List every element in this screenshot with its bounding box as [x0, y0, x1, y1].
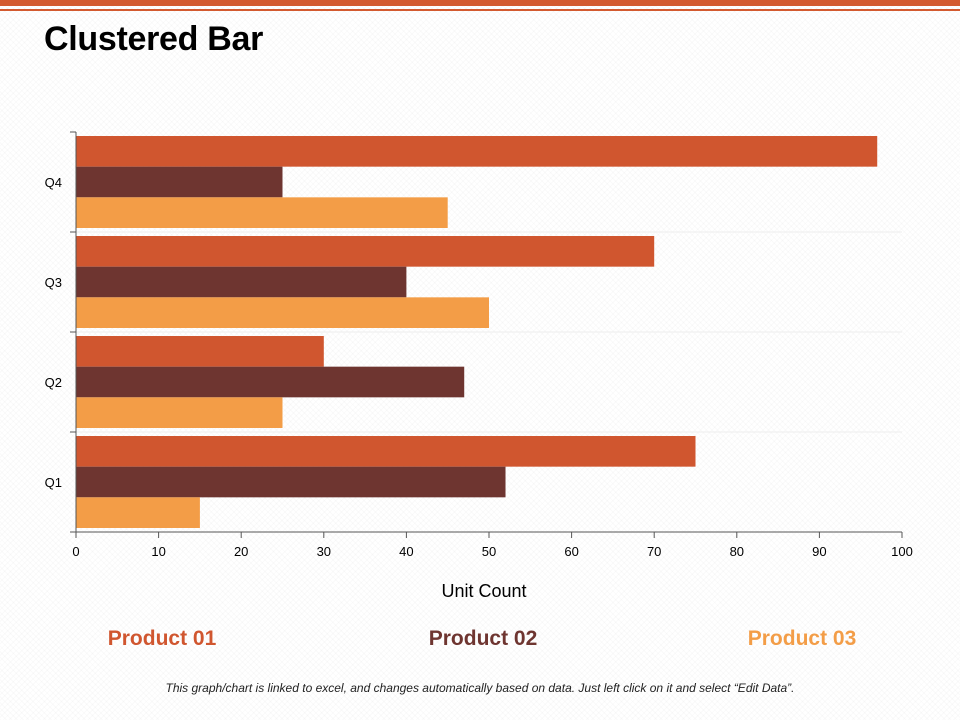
x-tick-label: 90 [812, 544, 826, 559]
x-tick-label: 20 [234, 544, 248, 559]
footnote: This graph/chart is linked to excel, and… [165, 681, 795, 695]
bar-product-02-q4 [76, 166, 283, 198]
x-tick-label: 30 [317, 544, 331, 559]
page-title: Clustered Bar [44, 20, 264, 58]
bar-product-03-q1 [76, 497, 200, 528]
top-accent-bar [0, 0, 960, 6]
bar-product-01-q2 [76, 336, 324, 367]
bar-product-03-q4 [76, 197, 448, 228]
top-accent-line [0, 9, 960, 11]
x-tick-label: 80 [730, 544, 744, 559]
x-tick-label: 40 [399, 544, 413, 559]
bar-product-02-q3 [76, 266, 407, 298]
x-tick-label: 70 [647, 544, 661, 559]
legend-product-02: Product 02 [428, 627, 538, 650]
x-tick-label: 10 [151, 544, 165, 559]
x-axis-label: Unit Count [441, 581, 527, 601]
x-tick-label: 0 [72, 544, 79, 559]
y-tick-label: Q1 [45, 475, 62, 490]
bar-product-02-q1 [76, 466, 506, 498]
x-tick-label: 60 [564, 544, 578, 559]
y-tick-label: Q4 [45, 175, 62, 190]
x-tick-label: 50 [482, 544, 496, 559]
y-tick-label: Q2 [45, 375, 62, 390]
bar-product-01-q1 [76, 436, 696, 467]
bar-product-01-q4 [76, 136, 878, 167]
bar-product-02-q2 [76, 366, 465, 398]
legend-product-01: Product 01 [107, 627, 217, 650]
bar-product-03-q2 [76, 397, 283, 428]
bar-product-01-q3 [76, 236, 655, 267]
x-tick-label: 100 [891, 544, 913, 559]
bar-product-03-q3 [76, 297, 489, 328]
y-tick-label: Q3 [45, 275, 62, 290]
legend-product-03: Product 03 [747, 627, 857, 650]
